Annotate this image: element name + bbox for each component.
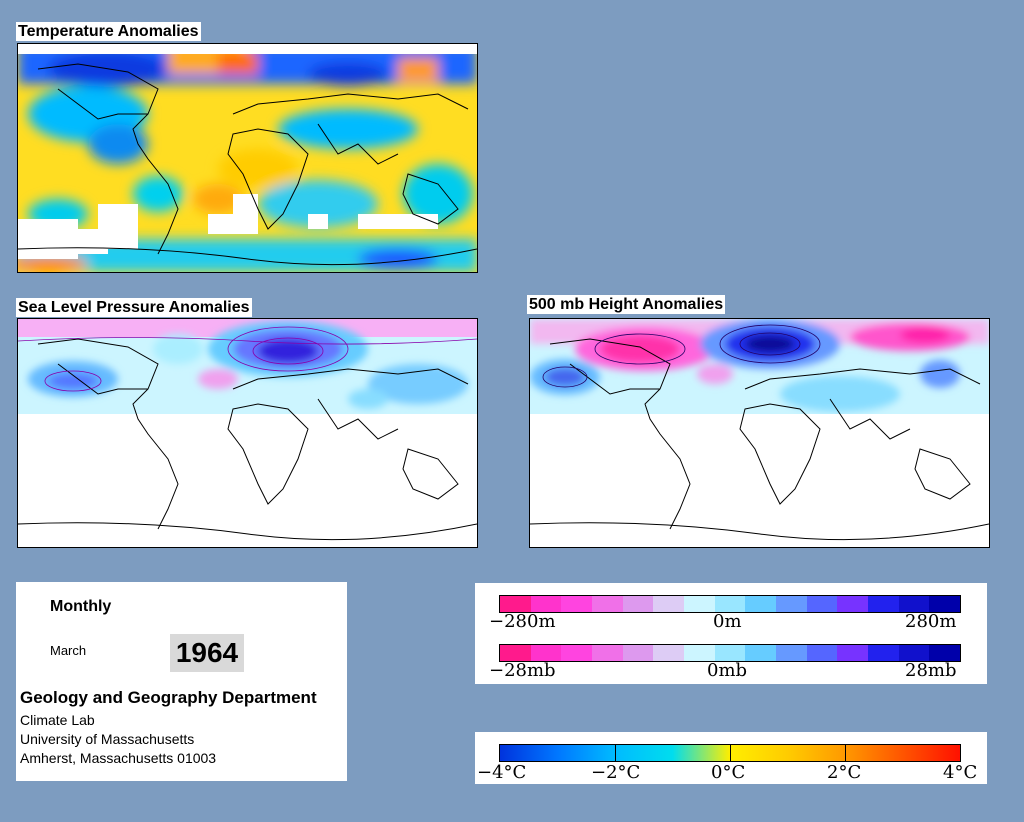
pressure-swatch (776, 645, 807, 661)
temperature-color-bar (499, 744, 961, 762)
temp-tick-mark (730, 745, 731, 761)
height-mid-label: 0m (713, 611, 742, 632)
height-swatch (653, 596, 685, 612)
height-swatch (684, 596, 715, 612)
height-swatch (714, 596, 746, 612)
height-swatch (561, 596, 593, 612)
slp-anomaly-map (17, 318, 478, 548)
pressure-swatch (868, 645, 899, 661)
height500-panel-title: 500 mb Height Anomalies (527, 295, 726, 314)
temp-tick-5: 4°C (943, 762, 978, 783)
height-color-bar (499, 595, 961, 613)
month-label: March (50, 643, 87, 658)
height-swatch (868, 596, 899, 612)
pressure-swatch (745, 645, 777, 661)
height-max-label: 280m (905, 611, 957, 632)
pressure-swatch (592, 645, 623, 661)
pressure-mid-label: 0mb (707, 660, 748, 681)
height-swatch (622, 596, 654, 612)
info-box: Monthly March 1964 Geology and Geography… (16, 582, 347, 781)
height-swatch (530, 596, 562, 612)
department-label: Geology and Geography Department (20, 688, 317, 707)
height-swatch (837, 596, 869, 612)
height-min-label: −280m (489, 611, 556, 632)
pressure-swatch (714, 645, 746, 661)
temp-tick-mark (615, 745, 616, 761)
temp-tick-1: −4°C (477, 762, 527, 783)
pressure-swatch (653, 645, 685, 661)
pressure-swatch (929, 645, 961, 661)
pressure-swatch (898, 645, 930, 661)
year-label: 1964 (170, 634, 244, 672)
pressure-color-bar (499, 644, 961, 662)
height-swatch (806, 596, 838, 612)
pressure-swatch (684, 645, 715, 661)
address-label: Amherst, Massachusetts 01003 (20, 750, 217, 766)
pressure-swatch (530, 645, 562, 661)
height-swatch (929, 596, 961, 612)
temp-tick-2: −2°C (591, 762, 641, 783)
temp-tick-3: 0°C (711, 762, 746, 783)
height-swatch (500, 596, 531, 612)
temperature-anomaly-map (17, 43, 478, 273)
temperature-panel-title: Temperature Anomalies (16, 22, 201, 41)
pressure-swatch (622, 645, 654, 661)
height-swatch (898, 596, 930, 612)
pressure-swatch (806, 645, 838, 661)
height-swatch (776, 596, 807, 612)
pressure-swatch (500, 645, 531, 661)
height-swatch (592, 596, 623, 612)
pressure-swatch (561, 645, 593, 661)
pressure-max-label: 28mb (905, 660, 957, 681)
lab-label: Climate Lab (20, 712, 95, 728)
slp-panel-title: Sea Level Pressure Anomalies (16, 298, 252, 317)
height-pressure-legend: −280m 0m 280m −28mb 0mb 28mb (475, 583, 987, 684)
temp-tick-mark (845, 745, 846, 761)
pressure-min-label: −28mb (489, 660, 556, 681)
university-label: University of Massachusetts (20, 731, 195, 747)
temperature-legend: −4°C −2°C 0°C 2°C 4°C (475, 732, 987, 784)
period-label: Monthly (50, 598, 112, 615)
height-swatch (745, 596, 777, 612)
height500-anomaly-map (529, 318, 990, 548)
temp-tick-4: 2°C (827, 762, 862, 783)
pressure-swatch (837, 645, 869, 661)
